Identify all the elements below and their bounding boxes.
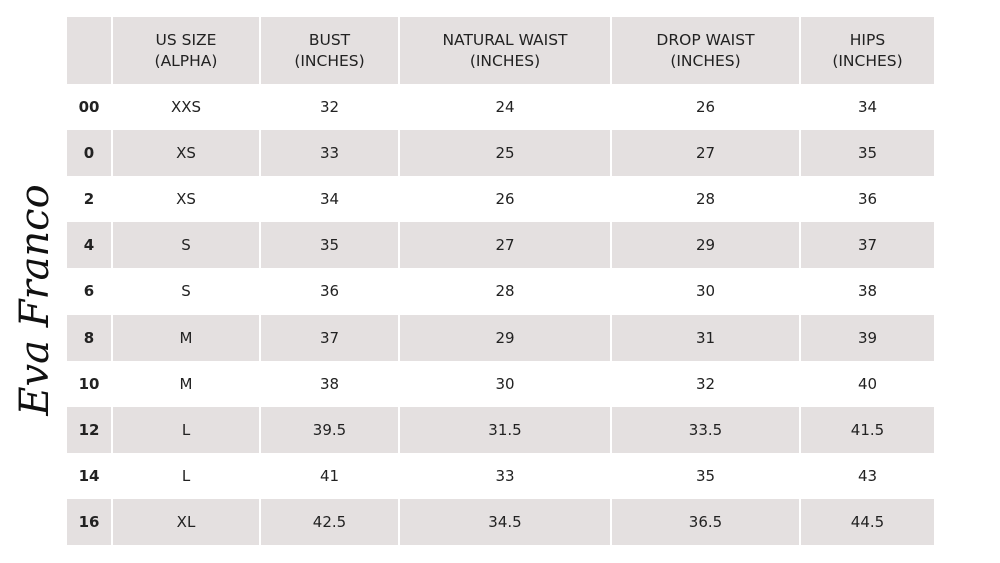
table-cell: 29 xyxy=(612,222,801,269)
table-cell: 44.5 xyxy=(801,498,936,545)
table-cell: 38 xyxy=(261,360,400,407)
table-cell: 37 xyxy=(801,222,936,269)
table-cell: L xyxy=(113,406,261,453)
table-cell: 25 xyxy=(400,130,612,177)
table-cell: 36 xyxy=(261,268,400,315)
header-cell xyxy=(67,17,113,84)
table-cell: 24 xyxy=(400,84,612,131)
size-cell: 4 xyxy=(67,222,113,269)
header-text: (ALPHA) xyxy=(154,51,218,70)
table-cell: 28 xyxy=(612,176,801,223)
logo: Eva Franco xyxy=(12,184,58,416)
table-cell: 31.5 xyxy=(400,406,612,453)
table-cell: 42.5 xyxy=(261,498,400,545)
table-cell: 34.5 xyxy=(400,498,612,545)
table-cell: 27 xyxy=(612,130,801,177)
table-cell: 35 xyxy=(612,452,801,499)
header-text: US SIZE xyxy=(155,30,217,49)
table-cell: 27 xyxy=(400,222,612,269)
table-cell: XS xyxy=(113,130,261,177)
table-cell: 30 xyxy=(400,360,612,407)
size-cell: 6 xyxy=(67,268,113,315)
table-cell: 34 xyxy=(261,176,400,223)
table-cell: S xyxy=(113,268,261,315)
table-cell: 36.5 xyxy=(612,498,801,545)
table-cell: 41 xyxy=(261,452,400,499)
table-cell: 33.5 xyxy=(612,406,801,453)
table-cell: 31 xyxy=(612,314,801,361)
header-text: BUST xyxy=(308,30,351,49)
header-cell: DROP WAIST (INCHES) xyxy=(612,17,801,84)
header-text: (INCHES) xyxy=(670,51,741,70)
header-text: DROP WAIST xyxy=(656,30,755,49)
header-text: HIPS xyxy=(849,30,886,49)
size-cell: 14 xyxy=(67,452,113,499)
table-cell: 29 xyxy=(400,314,612,361)
table-cell: 39 xyxy=(801,314,936,361)
table-cell: 35 xyxy=(261,222,400,269)
size-cell: 16 xyxy=(67,498,113,545)
table-cell: 41.5 xyxy=(801,406,936,453)
table-cell: 36 xyxy=(801,176,936,223)
table-cell: 26 xyxy=(400,176,612,223)
table-cell: 39.5 xyxy=(261,406,400,453)
table-cell: S xyxy=(113,222,261,269)
header-cell: US SIZE (ALPHA) xyxy=(113,17,261,84)
table-cell: 33 xyxy=(261,130,400,177)
table-cell: 38 xyxy=(801,268,936,315)
header-cell: BUST (INCHES) xyxy=(261,17,400,84)
table-cell: 43 xyxy=(801,452,936,499)
table-cell: XXS xyxy=(113,84,261,131)
table-cell: 40 xyxy=(801,360,936,407)
header-text: NATURAL WAIST xyxy=(442,30,568,49)
table-cell: 37 xyxy=(261,314,400,361)
header-cell: NATURAL WAIST (INCHES) xyxy=(400,17,612,84)
size-cell: 2 xyxy=(67,176,113,223)
table-cell: 33 xyxy=(400,452,612,499)
table-cell: 30 xyxy=(612,268,801,315)
table-cell: XS xyxy=(113,176,261,223)
table-cell: M xyxy=(113,360,261,407)
header-text: (INCHES) xyxy=(832,51,903,70)
size-cell: 0 xyxy=(67,130,113,177)
size-cell: 8 xyxy=(67,314,113,361)
table-cell: 35 xyxy=(801,130,936,177)
table-cell: M xyxy=(113,314,261,361)
table-cell: 32 xyxy=(261,84,400,131)
table-cell: L xyxy=(113,452,261,499)
size-cell: 00 xyxy=(67,84,113,131)
header-text: (INCHES) xyxy=(469,51,541,70)
size-cell: 12 xyxy=(67,406,113,453)
header-cell: HIPS (INCHES) xyxy=(801,17,936,84)
header-text: (INCHES) xyxy=(294,51,365,70)
table-cell: 28 xyxy=(400,268,612,315)
table-cell: 34 xyxy=(801,84,936,131)
table-cell: 32 xyxy=(612,360,801,407)
table-cell: 26 xyxy=(612,84,801,131)
size-cell: 10 xyxy=(67,360,113,407)
table-cell: XL xyxy=(113,498,261,545)
